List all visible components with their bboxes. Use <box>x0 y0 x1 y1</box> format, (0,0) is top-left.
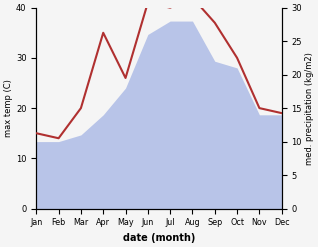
Y-axis label: max temp (C): max temp (C) <box>4 79 13 137</box>
X-axis label: date (month): date (month) <box>123 233 195 243</box>
Y-axis label: med. precipitation (kg/m2): med. precipitation (kg/m2) <box>305 52 314 165</box>
